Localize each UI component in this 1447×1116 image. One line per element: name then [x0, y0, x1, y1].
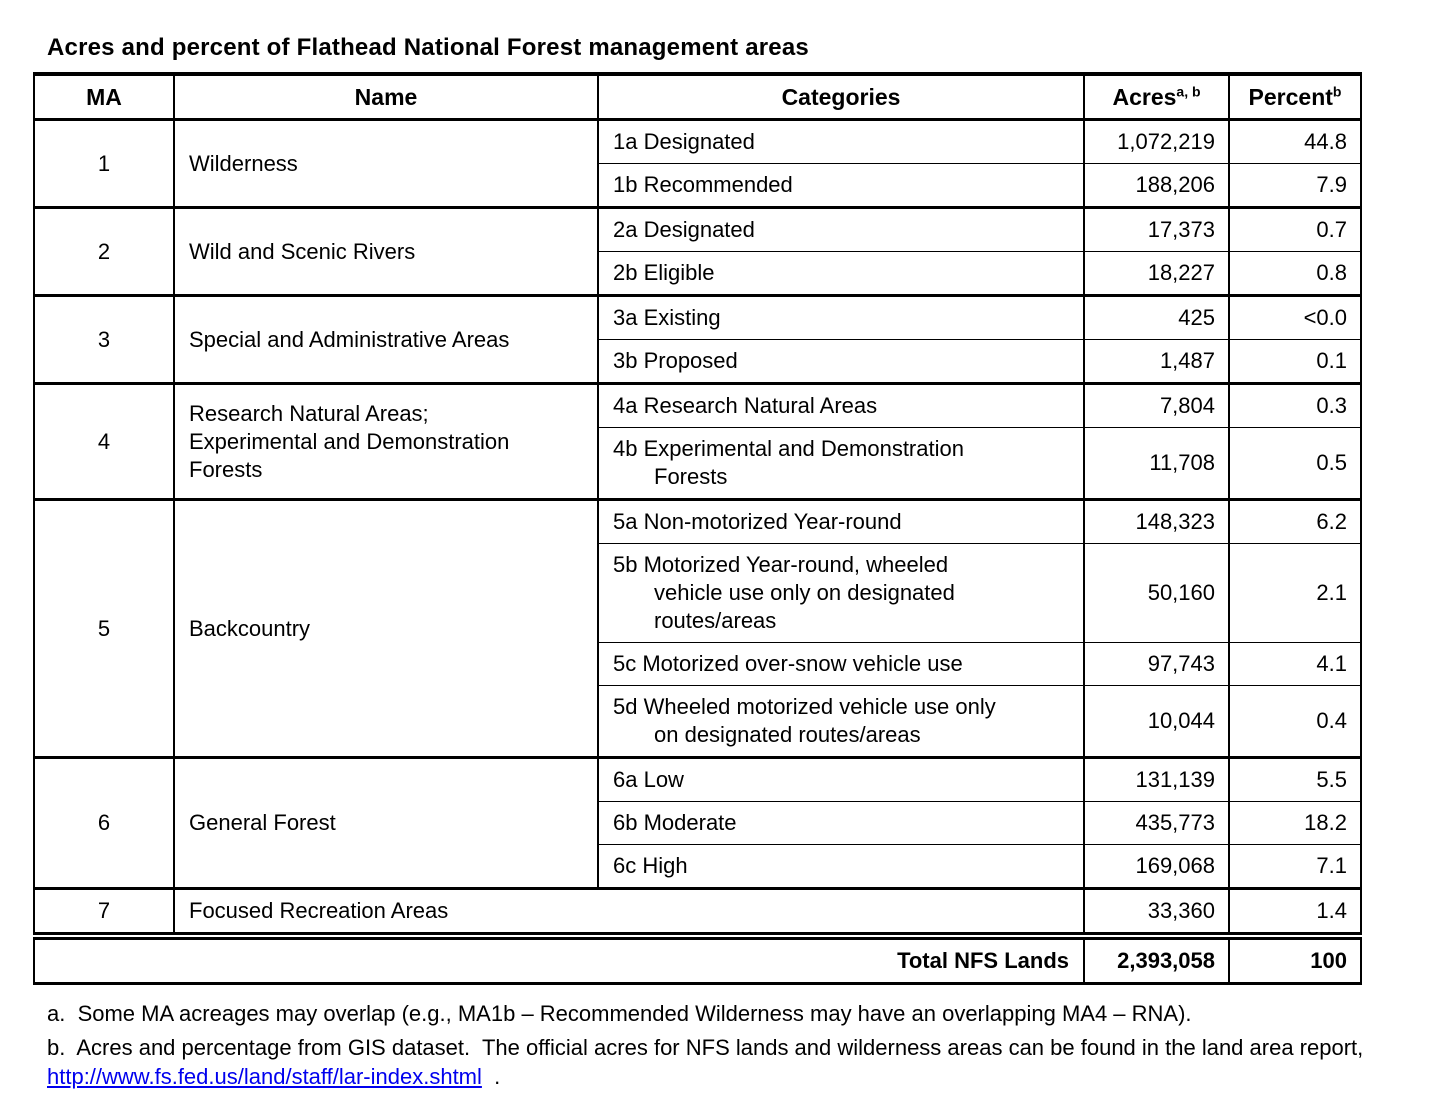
category-cell: 5b Motorized Year-round, wheeled vehicle… — [597, 543, 1085, 643]
total-percent-cell: 100 — [1228, 932, 1362, 985]
total-acres-cell: 2,393,058 — [1083, 932, 1230, 985]
acres-cell: 148,323 — [1083, 498, 1230, 544]
table-row: 3 Special and Administrative Areas 3a Ex… — [33, 294, 1362, 384]
table-row: 6c High 169,068 7.1 — [34, 844, 1362, 889]
category-cell: 1b Recommended — [597, 163, 1085, 208]
acres-cell: 10,044 — [1083, 685, 1230, 758]
ma-cell: 5 — [33, 498, 175, 758]
table-row: 4 Research Natural Areas; Experimental a… — [33, 382, 1362, 500]
page-title: Acres and percent of Flathead National F… — [47, 34, 809, 61]
acres-cell: 18,227 — [1083, 251, 1230, 296]
acres-cell: 435,773 — [1083, 801, 1230, 845]
total-row: Total NFS Lands 2,393,058 100 — [33, 932, 1362, 985]
acres-cell: 425 — [1083, 294, 1230, 340]
footnote-b-suffix: . — [481, 1064, 501, 1089]
percent-cell: 2.1 — [1228, 543, 1362, 643]
ma-cell: 2 — [33, 206, 175, 296]
col-header-categories: Categories — [597, 73, 1085, 121]
percent-cell: <0.0 — [1228, 294, 1362, 340]
acres-header-label: Acres — [1112, 84, 1177, 110]
footnote-b-text: b. Acres and percentage from GIS dataset… — [47, 1035, 1370, 1060]
acres-cell: 7,804 — [1083, 382, 1230, 428]
percent-cell: 0.7 — [1228, 206, 1362, 252]
percent-cell: 0.5 — [1228, 427, 1362, 500]
acres-cell: 169,068 — [1083, 844, 1230, 889]
acres-cell: 50,160 — [1083, 543, 1230, 643]
percent-cell: 18.2 — [1228, 801, 1362, 845]
percent-cell: 7.1 — [1228, 844, 1362, 889]
percent-cell: 0.1 — [1228, 339, 1362, 384]
category-cell: 2b Eligible — [597, 251, 1085, 296]
percent-cell: 44.8 — [1228, 118, 1362, 164]
acres-footnote-marker: a, b — [1176, 83, 1201, 100]
lar-report-link[interactable]: http://www.fs.fed.us/land/staff/lar-inde… — [47, 1064, 482, 1089]
footnote-a: a. Some MA acreages may overlap (e.g., M… — [47, 1001, 1192, 1026]
ma-cell: 3 — [33, 294, 175, 384]
table-row: 4b Experimental and Demonstration Forest… — [34, 427, 1362, 500]
col-header-name: Name — [173, 73, 599, 121]
table-row: 1 Wilderness 1a Designated 1,072,219 44.… — [33, 118, 1362, 208]
percent-header-label: Percent — [1248, 84, 1333, 110]
table-row: 2 Wild and Scenic Rivers 2a Designated 1… — [33, 206, 1362, 296]
percent-cell: 0.3 — [1228, 382, 1362, 428]
acres-cell: 33,360 — [1083, 887, 1230, 937]
table-row: 7 Focused Recreation Areas 33,360 1.4 — [33, 887, 1362, 937]
col-header-ma: MA — [33, 73, 175, 121]
percent-cell: 5.5 — [1228, 756, 1362, 802]
acres-cell: 17,373 — [1083, 206, 1230, 252]
table-row: 5 Backcountry 5a Non-motorized Year-roun… — [33, 498, 1362, 758]
percent-cell: 1.4 — [1228, 887, 1362, 937]
col-header-acres: Acresa, b — [1083, 73, 1230, 121]
name-cell: Focused Recreation Areas — [173, 887, 1085, 937]
acres-cell: 11,708 — [1083, 427, 1230, 500]
category-cell: 2a Designated — [597, 206, 1085, 252]
category-cell: 3b Proposed — [597, 339, 1085, 384]
category-cell: 4b Experimental and Demonstration Forest… — [597, 427, 1085, 500]
ma-cell: 4 — [33, 382, 175, 500]
name-cell: Special and Administrative Areas — [173, 294, 599, 384]
table-row: 2b Eligible 18,227 0.8 — [34, 251, 1362, 296]
col-header-percent: Percentb — [1228, 73, 1362, 121]
header-row: MA Name Categories Acresa, b Percentb — [33, 73, 1362, 121]
table-row: 5b Motorized Year-round, wheeled vehicle… — [34, 543, 1362, 643]
category-cell: 6b Moderate — [597, 801, 1085, 845]
category-cell: 5c Motorized over-snow vehicle use — [597, 642, 1085, 686]
ma-cell: 7 — [33, 887, 175, 937]
management-areas-table: MA Name Categories Acresa, b Percentb 1 … — [33, 72, 1362, 985]
category-cell: 4a Research Natural Areas — [597, 382, 1085, 428]
acres-cell: 97,743 — [1083, 642, 1230, 686]
percent-cell: 0.8 — [1228, 251, 1362, 296]
category-cell: 1a Designated — [597, 118, 1085, 164]
category-cell: 5a Non-motorized Year-round — [597, 498, 1085, 544]
table-row: 3b Proposed 1,487 0.1 — [34, 339, 1362, 384]
name-cell: General Forest — [173, 756, 599, 889]
acres-cell: 1,072,219 — [1083, 118, 1230, 164]
percent-cell: 0.4 — [1228, 685, 1362, 758]
category-cell: 6c High — [597, 844, 1085, 889]
category-cell: 6a Low — [597, 756, 1085, 802]
acres-cell: 188,206 — [1083, 163, 1230, 208]
table-row: 5c Motorized over-snow vehicle use 97,74… — [34, 642, 1362, 686]
name-cell: Wild and Scenic Rivers — [173, 206, 599, 296]
acres-cell: 131,139 — [1083, 756, 1230, 802]
percent-cell: 4.1 — [1228, 642, 1362, 686]
table-row: 5d Wheeled motorized vehicle use only on… — [34, 685, 1362, 758]
name-cell: Research Natural Areas; Experimental and… — [173, 382, 599, 500]
percent-cell: 6.2 — [1228, 498, 1362, 544]
table-row: 6 General Forest 6a Low 131,139 5.5 — [33, 756, 1362, 889]
total-label-cell: Total NFS Lands — [33, 932, 1085, 985]
category-cell: 3a Existing — [597, 294, 1085, 340]
name-cell: Wilderness — [173, 118, 599, 208]
percent-footnote-marker: b — [1332, 83, 1342, 100]
acres-cell: 1,487 — [1083, 339, 1230, 384]
footnotes: a. Some MA acreages may overlap (e.g., M… — [47, 999, 1377, 1091]
ma-cell: 1 — [33, 118, 175, 208]
ma-cell: 6 — [33, 756, 175, 889]
percent-cell: 7.9 — [1228, 163, 1362, 208]
category-cell: 5d Wheeled motorized vehicle use only on… — [597, 685, 1085, 758]
footnote-b: b. Acres and percentage from GIS dataset… — [47, 1033, 1377, 1091]
name-cell: Backcountry — [173, 498, 599, 758]
